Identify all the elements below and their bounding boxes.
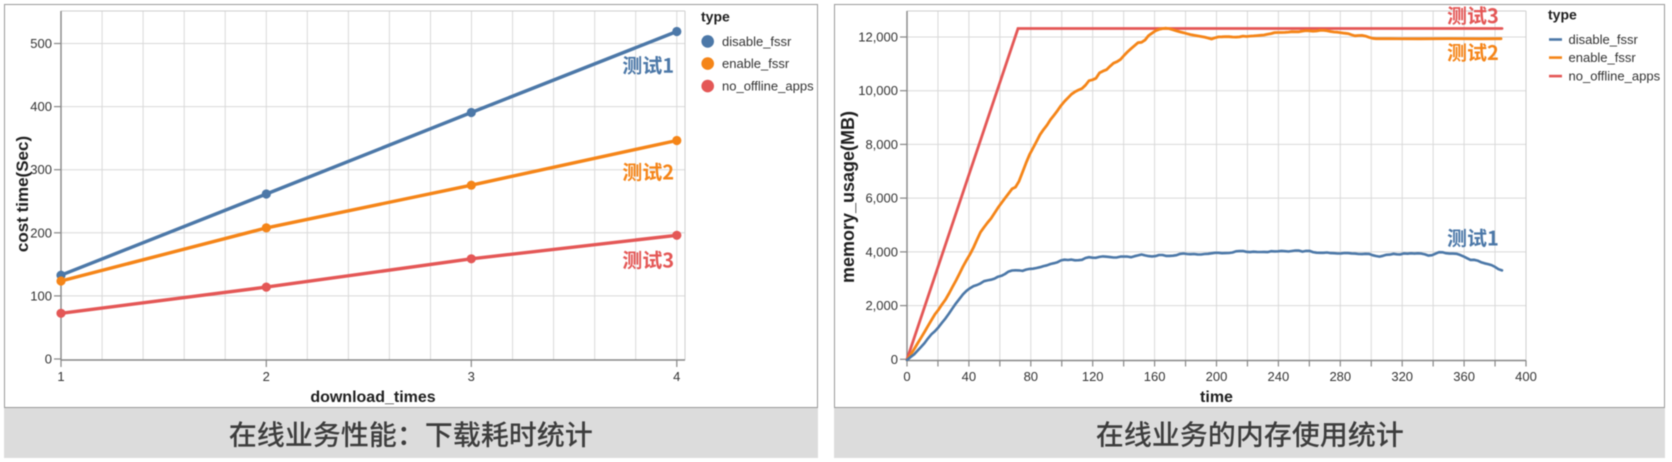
svg-text:12,000: 12,000 [858,30,898,45]
svg-text:2,000: 2,000 [865,298,898,313]
svg-text:360: 360 [1453,369,1475,384]
svg-text:2: 2 [263,369,270,384]
svg-text:160: 160 [1144,369,1166,384]
svg-text:4,000: 4,000 [865,244,898,259]
svg-text:download_times: download_times [310,389,435,406]
svg-text:400: 400 [1515,369,1537,384]
svg-text:80: 80 [1024,369,1038,384]
svg-text:memory_usage(MB): memory_usage(MB) [838,111,858,283]
svg-text:100: 100 [30,288,52,303]
svg-text:320: 320 [1391,369,1413,384]
svg-text:disable_fssr: disable_fssr [722,34,792,49]
svg-text:type: type [701,9,730,25]
svg-text:240: 240 [1268,369,1290,384]
svg-text:300: 300 [30,162,52,177]
svg-text:40: 40 [962,369,976,384]
svg-text:cost time(Sec): cost time(Sec) [13,136,32,252]
svg-text:enable_fssr: enable_fssr [722,56,790,71]
svg-text:disable_fssr: disable_fssr [1569,32,1639,47]
svg-text:200: 200 [30,225,52,240]
svg-text:280: 280 [1329,369,1351,384]
svg-text:400: 400 [30,99,52,114]
svg-text:6,000: 6,000 [865,191,898,206]
svg-text:120: 120 [1082,369,1104,384]
svg-text:200: 200 [1206,369,1228,384]
svg-text:500: 500 [30,36,52,51]
svg-text:time: time [1200,389,1233,406]
svg-text:no_offline_apps: no_offline_apps [1569,69,1661,84]
svg-text:1: 1 [57,369,64,384]
svg-text:no_offline_apps: no_offline_apps [722,79,814,94]
svg-text:4: 4 [673,369,680,384]
svg-text:8,000: 8,000 [865,137,898,152]
svg-text:0: 0 [891,352,898,367]
svg-text:type: type [1548,7,1577,23]
svg-text:0: 0 [903,369,910,384]
svg-text:enable_fssr: enable_fssr [1569,50,1637,65]
svg-text:0: 0 [45,352,52,367]
svg-text:10,000: 10,000 [858,83,898,98]
svg-text:3: 3 [468,369,475,384]
